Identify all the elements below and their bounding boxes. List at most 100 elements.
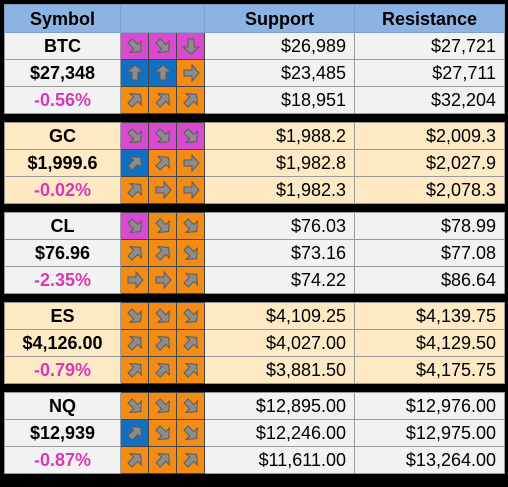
support-value: $73.16	[204, 239, 356, 267]
up-right-arrow-icon	[126, 336, 142, 351]
resistance-value: $12,976.00	[354, 392, 506, 420]
trend-arrow-cell	[120, 392, 149, 420]
support-value: $4,027.00	[204, 329, 356, 357]
trend-arrow-cell	[148, 266, 177, 294]
up-right-arrow-icon	[154, 93, 170, 108]
trend-arrow-cell	[175, 302, 206, 330]
trend-arrow-cell	[175, 212, 206, 240]
trend-arrow-cell	[148, 356, 177, 384]
up-right-arrow-icon	[126, 453, 142, 468]
table-row: CL $76.03 $78.99	[4, 212, 506, 240]
price-cell: $76.96	[4, 239, 121, 267]
trend-arrow-cell	[175, 266, 206, 294]
trend-arrow-cell	[148, 176, 177, 204]
right-arrow-icon	[183, 153, 200, 173]
table-row: -0.02% $1,982.3 $2,078.3	[4, 176, 506, 204]
support-value: $4,109.25	[204, 302, 356, 330]
right-arrow-icon	[183, 180, 200, 200]
resistance-value: $12,975.00	[354, 419, 506, 447]
down-right-arrow-icon	[154, 128, 170, 143]
separator-cell	[4, 293, 505, 303]
table-row: $12,939 $12,246.00 $12,975.00	[4, 419, 506, 447]
trend-arrow-cell	[148, 392, 177, 420]
trend-arrow-cell	[120, 32, 149, 60]
trend-arrow-cell	[175, 392, 206, 420]
price-cell: $1,999.6	[4, 149, 121, 177]
support-value: $1,982.8	[204, 149, 356, 177]
down-right-arrow-icon	[126, 308, 142, 323]
trend-table: Symbol Support Resistance BTC $26,989 $27,…	[4, 4, 506, 474]
up-arrow-icon	[125, 64, 144, 81]
trend-arrow-cell	[120, 122, 149, 150]
down-right-arrow-icon	[154, 38, 170, 53]
down-right-arrow-icon	[154, 398, 170, 413]
trend-arrow-cell	[175, 122, 206, 150]
trend-arrow-cell	[175, 419, 206, 447]
trend-arrow-cell	[175, 176, 206, 204]
support-value: $26,989	[204, 32, 356, 60]
trend-arrow-cell	[120, 176, 149, 204]
resistance-value: $4,129.50	[354, 329, 506, 357]
table-row: $4,126.00 $4,027.00 $4,129.50	[4, 329, 506, 357]
price-cell: $12,939	[4, 419, 121, 447]
support-value: $74.22	[204, 266, 356, 294]
support-value: $11,611.00	[204, 446, 356, 474]
up-right-arrow-icon	[126, 183, 142, 198]
down-right-arrow-icon	[126, 218, 142, 233]
up-right-arrow-icon	[182, 453, 198, 468]
group-separator	[4, 113, 505, 123]
change-cell: -0.56%	[4, 86, 121, 114]
up-right-arrow-icon	[154, 363, 170, 378]
down-right-arrow-icon	[182, 425, 198, 440]
support-value: $1,982.3	[204, 176, 356, 204]
group-separator	[4, 383, 505, 393]
price-cell: $4,126.00	[4, 329, 121, 357]
down-right-arrow-icon	[182, 398, 198, 413]
up-right-arrow-icon	[182, 93, 198, 108]
table-row: NQ $12,895.00 $12,976.00	[4, 392, 506, 420]
table-row: $27,348 $23,485 $27,711	[4, 59, 506, 87]
up-right-arrow-icon	[126, 363, 142, 378]
symbol-cell: BTC	[4, 32, 121, 60]
trend-arrow-cell	[148, 122, 177, 150]
table-row: -0.79% $3,881.50 $4,175.75	[4, 356, 506, 384]
down-right-arrow-icon	[154, 308, 170, 323]
trend-arrow-cell	[175, 59, 206, 87]
down-right-arrow-icon	[126, 398, 142, 413]
resistance-value: $4,175.75	[354, 356, 506, 384]
resistance-value: $13,264.00	[354, 446, 506, 474]
trend-arrow-cell	[148, 446, 177, 474]
resistance-value: $27,711	[354, 59, 506, 87]
trend-arrow-cell	[148, 329, 177, 357]
resistance-value: $4,139.75	[354, 302, 506, 330]
up-right-arrow-icon	[154, 156, 170, 171]
trend-arrow-cell	[175, 239, 206, 267]
trend-arrow-cell	[175, 329, 206, 357]
table-row: $1,999.6 $1,982.8 $2,027.9	[4, 149, 506, 177]
up-right-arrow-icon	[126, 246, 142, 261]
trend-arrow-cell	[175, 149, 206, 177]
up-right-arrow-icon	[126, 93, 142, 108]
trend-arrow-cell	[120, 329, 149, 357]
header-row: Symbol Support Resistance	[4, 4, 506, 33]
trend-arrow-cell	[120, 239, 149, 267]
support-value: $3,881.50	[204, 356, 356, 384]
table-row: -0.56% $18,951 $32,204	[4, 86, 506, 114]
change-cell: -2.35%	[4, 266, 121, 294]
resistance-value: $2,009.3	[354, 122, 506, 150]
support-value: $18,951	[204, 86, 356, 114]
down-right-arrow-icon	[154, 425, 170, 440]
symbol-cell: CL	[4, 212, 121, 240]
support-value: $1,988.2	[204, 122, 356, 150]
change-cell: -0.02%	[4, 176, 121, 204]
table-row: ES $4,109.25 $4,139.75	[4, 302, 506, 330]
support-value: $12,895.00	[204, 392, 356, 420]
up-right-arrow-icon	[154, 336, 170, 351]
trend-arrow-cell	[148, 86, 177, 114]
separator-cell	[4, 203, 505, 213]
trend-arrow-cell	[175, 446, 206, 474]
trend-arrow-cell	[175, 32, 206, 60]
support-value: $12,246.00	[204, 419, 356, 447]
trend-arrow-cell	[175, 356, 206, 384]
trend-arrow-cell	[120, 302, 149, 330]
